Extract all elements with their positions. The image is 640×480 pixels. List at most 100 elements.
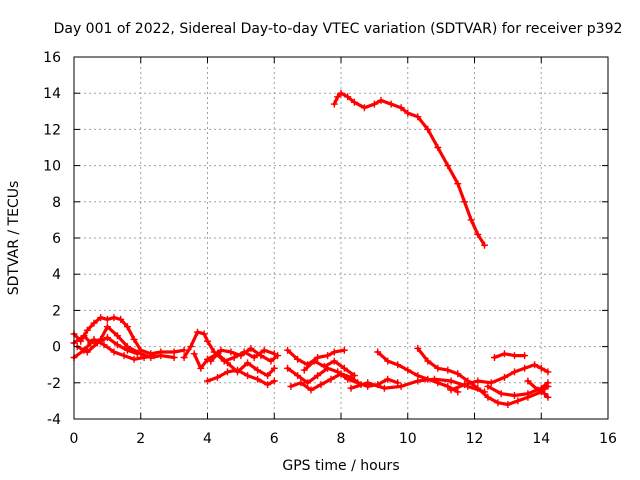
- data-point: [524, 377, 532, 385]
- data-point: [214, 373, 221, 381]
- data-point: [414, 344, 422, 352]
- data-point: [314, 354, 322, 361]
- data-point: [454, 388, 462, 396]
- data-point: [404, 366, 412, 374]
- data-point: [194, 328, 201, 336]
- series-line: [492, 352, 527, 360]
- y-tick-label: 2: [52, 303, 61, 319]
- data-point: [330, 100, 338, 108]
- data-point: [511, 392, 518, 399]
- series-track-19: [524, 377, 552, 401]
- data-point: [491, 354, 498, 361]
- x-tick-label: 0: [70, 431, 79, 447]
- y-tick-label: 10: [43, 159, 61, 175]
- data-point: [320, 363, 328, 370]
- data-point: [340, 364, 348, 372]
- data-point: [337, 89, 345, 97]
- data-point: [217, 346, 225, 354]
- data-point: [287, 382, 295, 390]
- data-point: [541, 390, 549, 398]
- y-tick-label: 12: [43, 122, 61, 138]
- data-point: [344, 93, 352, 101]
- data-point: [103, 315, 111, 323]
- data-point: [300, 366, 308, 374]
- data-point: [110, 348, 118, 356]
- y-tick-label: 4: [52, 267, 61, 283]
- data-point: [234, 366, 241, 374]
- y-tick-label: -4: [47, 412, 61, 428]
- data-point: [327, 375, 335, 383]
- data-point: [187, 343, 195, 351]
- data-point: [264, 381, 272, 389]
- data-point: [120, 352, 128, 360]
- data-point: [454, 370, 462, 378]
- axis-tick-labels: 0 2 4 6 8 10 12 14 16 -4 -2 0 2 4 6 8 10 12 14 16: [43, 50, 617, 447]
- data-point: [484, 393, 492, 401]
- data-point: [524, 390, 532, 398]
- data-point: [544, 368, 552, 376]
- data-series-layer: [70, 89, 552, 408]
- series-track-15: [414, 344, 552, 408]
- data-point: [414, 113, 422, 121]
- y-tick-label: 14: [43, 86, 61, 102]
- data-point: [110, 314, 118, 322]
- data-point: [350, 372, 358, 380]
- data-point: [267, 357, 275, 365]
- series-track-high: [330, 89, 488, 249]
- data-point: [170, 354, 178, 361]
- data-point: [204, 337, 211, 345]
- x-tick-label: 2: [136, 431, 145, 447]
- data-point: [474, 230, 482, 238]
- data-point: [544, 379, 552, 387]
- data-point: [90, 319, 98, 327]
- data-point: [434, 144, 442, 151]
- data-point: [324, 352, 332, 360]
- series-line: [526, 379, 550, 399]
- data-point: [130, 335, 138, 343]
- data-point: [123, 346, 131, 354]
- series-track-4: [73, 334, 141, 358]
- data-point: [521, 364, 529, 372]
- data-point: [224, 368, 231, 376]
- series-track-7: [204, 366, 278, 389]
- x-tick-label: 16: [599, 431, 617, 447]
- data-point: [404, 109, 412, 117]
- x-tick-label: 6: [270, 431, 279, 447]
- data-point: [254, 375, 262, 383]
- data-point: [501, 373, 508, 381]
- series-track-12: [300, 357, 358, 380]
- data-point: [304, 379, 312, 387]
- data-point: [474, 377, 482, 385]
- data-point: [504, 401, 512, 408]
- data-point: [521, 352, 529, 360]
- data-point: [377, 96, 385, 104]
- data-point: [97, 314, 105, 322]
- data-point: [180, 354, 188, 361]
- data-point: [497, 390, 505, 398]
- x-tick-label: 12: [466, 431, 484, 447]
- data-point: [274, 352, 282, 360]
- series-track-8: [207, 344, 282, 365]
- data-point: [197, 364, 205, 372]
- data-point: [284, 364, 292, 372]
- data-point: [387, 100, 395, 108]
- data-point: [294, 372, 302, 380]
- data-point: [474, 384, 482, 392]
- series-track-17: [491, 350, 529, 361]
- data-point: [204, 377, 211, 385]
- data-point: [140, 354, 148, 361]
- data-point: [250, 354, 258, 361]
- data-point: [467, 216, 475, 224]
- chart-title: Day 001 of 2022, Sidereal Day-to-day VTE…: [54, 21, 623, 37]
- data-point: [397, 104, 405, 112]
- data-point: [133, 350, 141, 358]
- data-point: [330, 357, 338, 365]
- series-line: [192, 352, 276, 378]
- series-track-13: [374, 348, 462, 396]
- data-point: [370, 100, 378, 108]
- data-point: [454, 180, 462, 188]
- data-point: [314, 372, 322, 380]
- y-axis-label: SDTVAR / TECUs: [6, 181, 22, 296]
